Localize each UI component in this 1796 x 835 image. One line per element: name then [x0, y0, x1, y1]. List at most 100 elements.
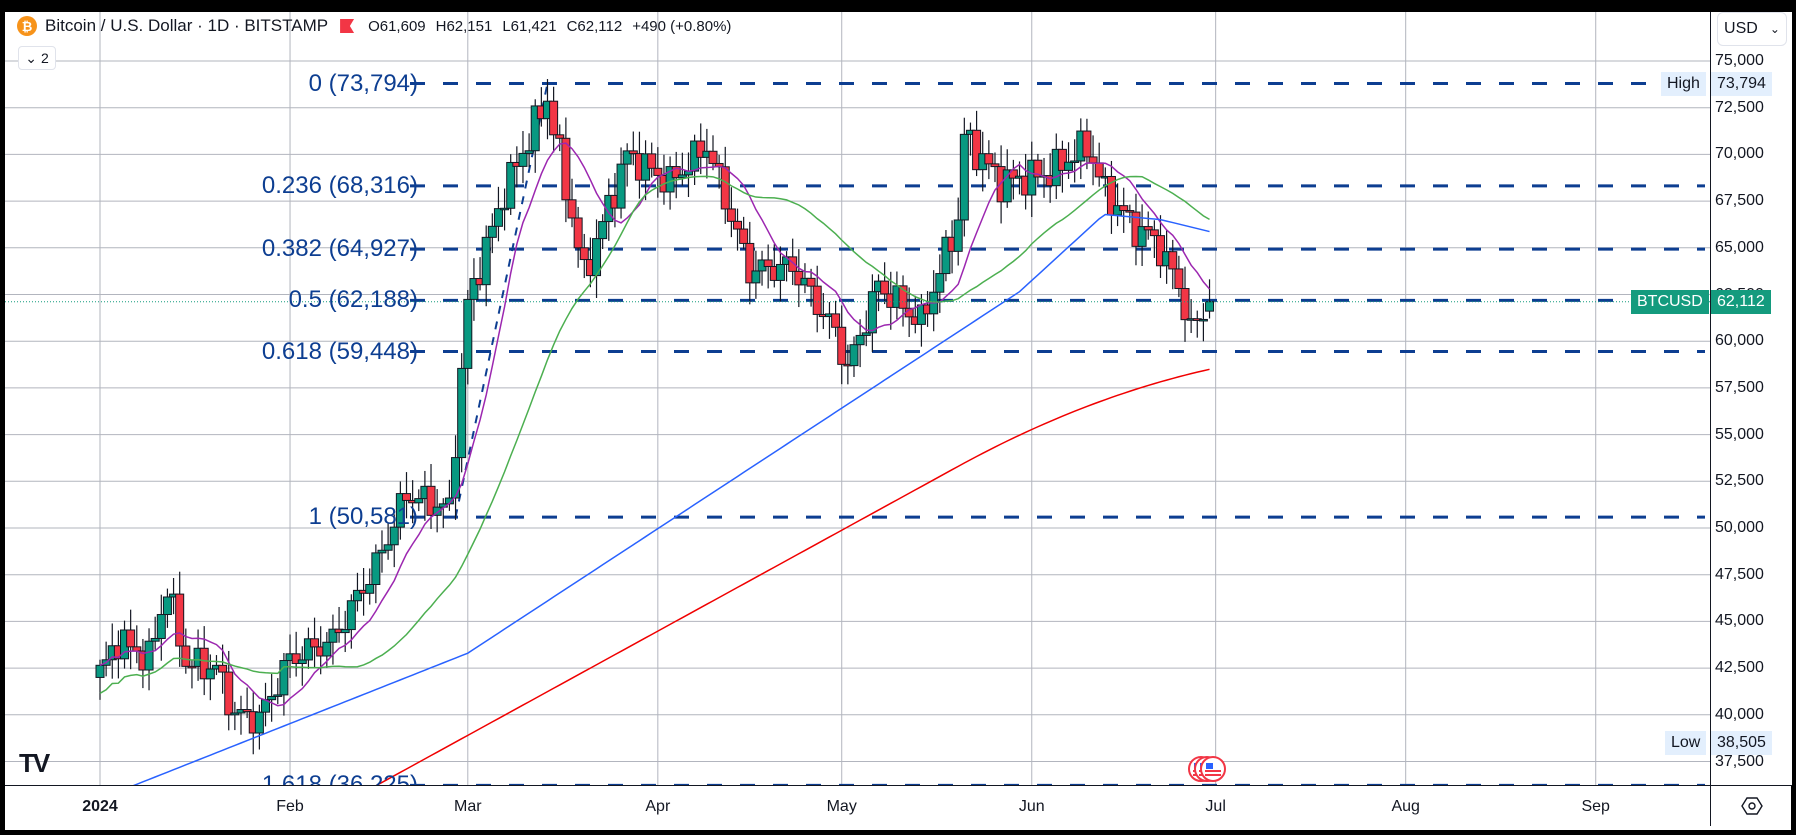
indicators-collapse-button[interactable]: ⌄ 2: [18, 46, 56, 70]
candle-down: [647, 153, 657, 169]
chart-settings-button[interactable]: [1710, 785, 1792, 826]
currency-select[interactable]: USD ⌄: [1717, 12, 1787, 46]
candle-down: [224, 671, 234, 716]
candle-up: [953, 219, 963, 252]
candle-up: [254, 711, 264, 734]
candle-down: [1168, 251, 1178, 270]
candle-up: [432, 506, 442, 516]
candlestick-chart[interactable]: [5, 12, 1710, 785]
time-tick-label: Aug: [1391, 798, 1420, 815]
candle-up: [518, 152, 528, 167]
candle-down: [708, 150, 718, 164]
price-axis[interactable]: USD ⌄ 75,00072,50070,00067,50065,00062,5…: [1710, 12, 1792, 785]
time-tick-label: Jun: [1018, 798, 1045, 815]
candle-down: [1180, 288, 1190, 321]
price-tick-label: 42,500: [1715, 659, 1764, 677]
candle-down: [1125, 210, 1135, 213]
candle-down: [426, 485, 436, 516]
high-value: H62,151: [435, 17, 493, 35]
candle-down: [1033, 159, 1043, 178]
candle-up: [1070, 160, 1080, 163]
ma-200-line: [375, 368, 1210, 785]
candle-up: [340, 629, 350, 634]
time-tick-label: Sep: [1581, 798, 1610, 815]
time-tick-label: Jul: [1205, 798, 1226, 815]
open-value: O61,609: [368, 17, 426, 35]
candle-down: [1174, 268, 1184, 290]
high-value-tag: 73,794: [1711, 71, 1772, 96]
candle-up: [371, 552, 381, 586]
candle-up: [861, 332, 871, 336]
candle-down: [745, 242, 755, 284]
candle-down: [1119, 205, 1129, 212]
candle-down: [990, 163, 1000, 168]
candle-up: [346, 600, 356, 631]
candle-down: [573, 217, 583, 249]
candle-down: [837, 326, 847, 365]
time-tick-label: 2024: [82, 798, 118, 815]
settings-hexagon-icon: [1740, 797, 1763, 815]
candle-up: [273, 694, 283, 697]
fib-level-label: 0.382 (64,927): [261, 235, 418, 263]
candle-down: [812, 285, 822, 315]
price-tick-label: 60,000: [1715, 332, 1764, 350]
tradingview-logo-icon[interactable]: TV: [19, 748, 50, 778]
candle-down: [175, 593, 185, 647]
price-tick-label: 67,500: [1715, 192, 1764, 210]
candle-down: [628, 150, 638, 155]
time-axis[interactable]: 2024 Feb Mar Apr May Jun Jul Aug Sep: [5, 785, 1710, 826]
candle-up: [383, 544, 393, 551]
candle-up: [328, 628, 338, 643]
symbol-title[interactable]: Bitcoin / U.S. Dollar · 1D · BITSTAMP: [45, 16, 329, 35]
candle-up: [1198, 318, 1208, 322]
candle-up: [500, 207, 510, 211]
candle-up: [365, 584, 375, 594]
candle-up: [463, 298, 473, 369]
candle-down: [310, 638, 320, 648]
candle-up: [598, 221, 608, 240]
low-value: L61,421: [502, 17, 557, 35]
price-tick-label: 55,000: [1715, 425, 1764, 443]
candle-up: [469, 278, 479, 300]
candle-down: [671, 166, 681, 179]
price-tick-label: 57,500: [1715, 378, 1764, 396]
candle-down: [555, 134, 565, 139]
candle-up: [481, 236, 491, 286]
fib-level-label: 0.618 (59,448): [261, 337, 418, 365]
candle-down: [199, 647, 209, 680]
candle-up: [451, 457, 461, 499]
candle-up: [506, 161, 516, 209]
candle-down: [1057, 148, 1067, 171]
candle-up: [297, 659, 307, 664]
high-label-tag: High: [1661, 71, 1706, 96]
candle-up: [524, 150, 534, 154]
price-tick-label: 45,000: [1715, 612, 1764, 630]
candle-down: [181, 645, 191, 667]
candle-up: [156, 614, 166, 639]
candle-down: [218, 664, 228, 673]
price-tick-label: 40,000: [1715, 705, 1764, 723]
price-tick-label: 65,000: [1715, 238, 1764, 256]
close-value: C62,112: [566, 17, 623, 35]
candle-down: [696, 140, 706, 158]
candle-up: [1205, 301, 1215, 312]
candle-down: [1088, 156, 1098, 164]
candle-down: [788, 256, 798, 272]
candle-down: [726, 208, 736, 222]
candle-up: [487, 225, 497, 238]
candle-up: [775, 263, 785, 281]
symbol-legend: ₿ Bitcoin / U.S. Dollar · 1D · BITSTAMP …: [17, 16, 731, 36]
candle-up: [267, 695, 277, 701]
indicators-count: 2: [40, 50, 49, 66]
candle-up: [389, 526, 399, 546]
candle-up: [867, 291, 877, 334]
candle-down: [831, 313, 841, 328]
ohlc-values: O61,609 H62,151 L61,421 C62,112 +490 (+0…: [368, 18, 731, 35]
candle-up: [616, 163, 626, 209]
candle-down: [984, 153, 994, 165]
price-tick-label: 70,000: [1715, 145, 1764, 163]
fib-trend-line: [454, 83, 549, 518]
chevron-down-icon: ⌄: [1769, 22, 1780, 36]
chart-plot-area[interactable]: ₿ Bitcoin / U.S. Dollar · 1D · BITSTAMP …: [5, 12, 1710, 785]
change-value: +490 (+0.80%): [632, 17, 732, 35]
